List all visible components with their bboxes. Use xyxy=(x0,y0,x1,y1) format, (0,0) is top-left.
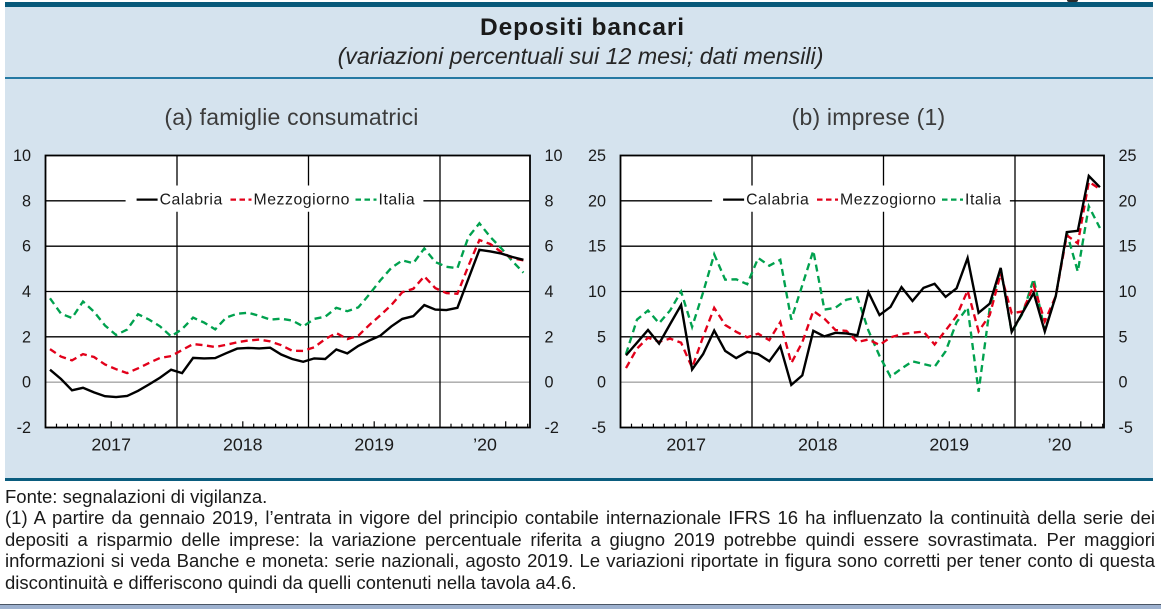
svg-text:Italia: Italia xyxy=(965,191,1002,208)
svg-text:-5: -5 xyxy=(592,419,606,437)
svg-text:10: 10 xyxy=(13,147,31,165)
svg-text:2018: 2018 xyxy=(798,435,838,455)
svg-text:2019: 2019 xyxy=(354,435,394,455)
svg-text:2019: 2019 xyxy=(929,435,969,455)
svg-text:-5: -5 xyxy=(1119,419,1133,437)
svg-text:Mezzogiorno: Mezzogiorno xyxy=(840,191,937,208)
svg-text:0: 0 xyxy=(545,374,554,392)
svg-text:2018: 2018 xyxy=(223,435,263,455)
svg-text:8: 8 xyxy=(22,192,31,210)
svg-text:-2: -2 xyxy=(545,419,559,437)
svg-text:20: 20 xyxy=(1119,192,1137,210)
svg-text:6: 6 xyxy=(545,238,554,256)
svg-text:25: 25 xyxy=(1119,147,1137,165)
svg-text:Calabria: Calabria xyxy=(160,191,223,208)
svg-text:2: 2 xyxy=(22,328,31,346)
svg-text:25: 25 xyxy=(588,147,606,165)
svg-text:8: 8 xyxy=(545,192,554,210)
svg-text:’20: ’20 xyxy=(473,435,497,455)
svg-text:10: 10 xyxy=(588,283,606,301)
svg-text:5: 5 xyxy=(1119,328,1128,346)
svg-text:4: 4 xyxy=(22,283,31,301)
svg-text:20: 20 xyxy=(588,192,606,210)
svg-text:’20: ’20 xyxy=(1048,435,1072,455)
svg-text:4: 4 xyxy=(545,283,554,301)
svg-text:10: 10 xyxy=(545,147,563,165)
svg-text:Mezzogiorno: Mezzogiorno xyxy=(254,191,351,208)
svg-text:15: 15 xyxy=(1119,238,1137,256)
svg-text:0: 0 xyxy=(22,374,31,392)
svg-text:2017: 2017 xyxy=(91,435,131,455)
svg-text:0: 0 xyxy=(597,374,606,392)
svg-text:Calabria: Calabria xyxy=(746,191,809,208)
svg-text:2: 2 xyxy=(545,328,554,346)
svg-text:2017: 2017 xyxy=(666,435,706,455)
svg-text:-2: -2 xyxy=(17,419,31,437)
svg-text:10: 10 xyxy=(1119,283,1137,301)
svg-text:6: 6 xyxy=(22,238,31,256)
svg-text:0: 0 xyxy=(1119,374,1128,392)
svg-text:15: 15 xyxy=(588,238,606,256)
svg-text:5: 5 xyxy=(597,328,606,346)
svg-text:Italia: Italia xyxy=(379,191,416,208)
